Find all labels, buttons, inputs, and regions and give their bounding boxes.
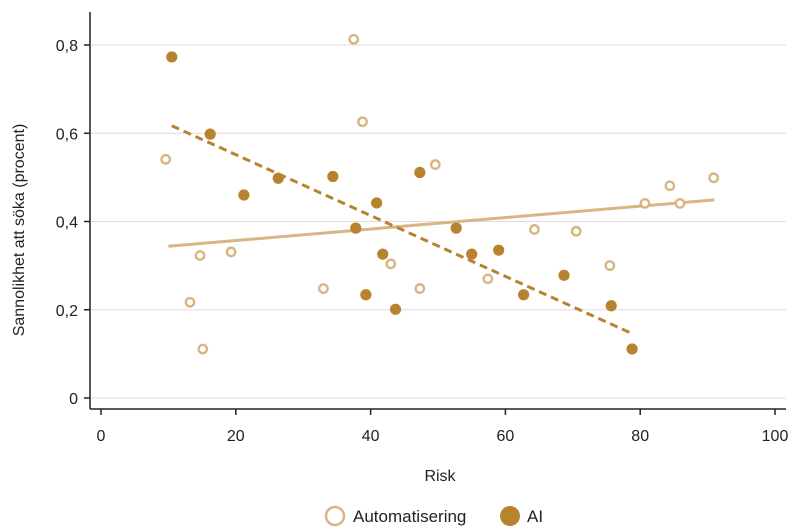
y-tick-label: 0,4 [56,215,78,232]
point-ai [166,51,178,63]
fit-line-ai [171,124,633,335]
point-automatisering [414,283,426,294]
y-tick-label: 0,6 [56,126,78,143]
point-automatisering [482,273,494,285]
point-ai [450,222,462,234]
legend: Automatisering AI [324,505,543,527]
point-automatisering [184,296,196,308]
x-tick-label: 60 [497,428,515,445]
point-automatisering [604,260,616,272]
point-automatisering [194,250,206,261]
point-ai [414,166,426,179]
point-ai [466,248,478,260]
x-tick-label: 0 [97,428,106,445]
point-ai [493,244,505,256]
point-automatisering [348,33,360,45]
x-tick-label: 40 [362,428,380,445]
point-automatisering [639,198,651,209]
point-automatisering [674,198,686,209]
point-automatisering [528,224,540,235]
x-tick-label: 100 [762,428,789,445]
point-ai [238,189,250,201]
point-automatisering [197,343,209,355]
point-automatisering [570,225,582,237]
axes: 0 0,2 0,4 0,6 0,8 0 20 40 60 80 100 [56,12,789,445]
point-automatisering [429,159,441,170]
y-axis-title: Sannolikhet att söka (procent) [11,124,28,337]
point-ai [377,248,389,260]
y-tick-label: 0,2 [56,303,78,320]
point-automatisering [357,116,368,128]
point-ai [558,269,570,281]
x-axis-title: Risk [424,468,456,485]
point-automatisering [225,246,237,258]
point-automatisering [708,172,720,184]
data-points [160,33,720,355]
fit-lines [168,124,715,335]
point-ai [327,170,339,183]
y-tick-label: 0,8 [56,38,78,55]
legend-label-ai: AI [527,507,543,526]
legend-marker-automatisering [324,505,346,527]
x-tick-label: 20 [227,428,245,445]
point-ai [605,300,617,312]
point-ai [626,343,638,355]
point-ai [389,303,402,315]
x-tick-label: 80 [631,428,649,445]
point-automatisering [385,258,397,270]
point-ai [204,128,216,140]
point-ai [272,172,284,184]
point-ai [517,289,530,301]
point-ai [371,197,383,209]
legend-label-automatisering: Automatisering [353,507,466,526]
point-automatisering [160,153,172,165]
point-ai [350,222,362,234]
y-tick-label: 0 [69,391,78,408]
point-ai [360,289,372,301]
point-automatisering [318,283,329,294]
point-automatisering [664,180,676,192]
legend-marker-ai [500,506,520,526]
fit-line-automatisering [168,198,715,248]
gridlines [91,44,786,399]
